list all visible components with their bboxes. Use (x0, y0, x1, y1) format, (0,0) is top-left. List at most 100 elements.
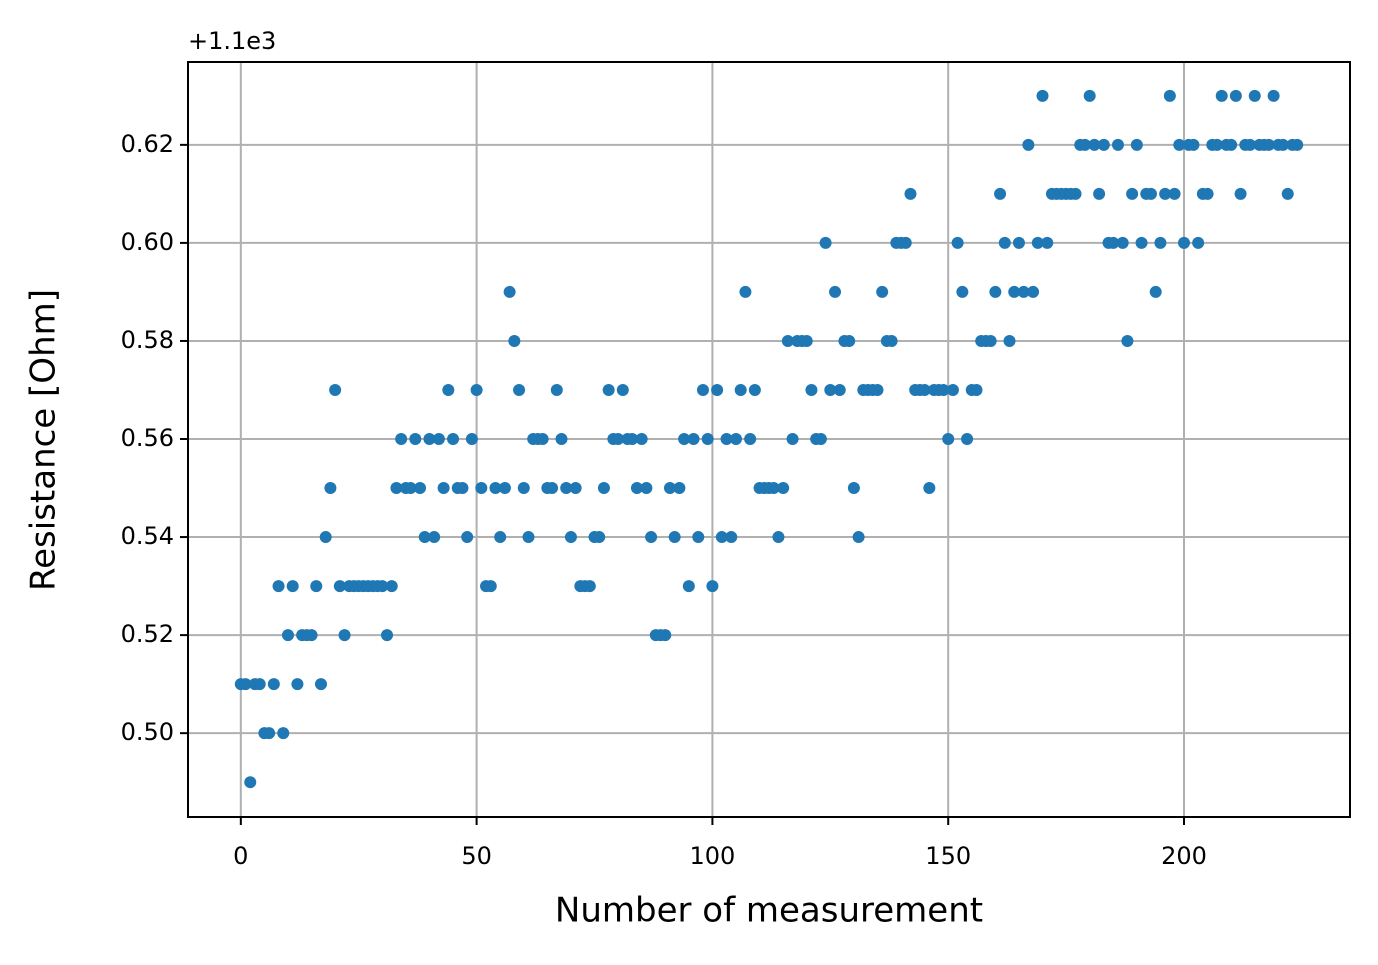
point (814, 433, 827, 446)
point (1248, 89, 1261, 102)
point (414, 482, 427, 495)
point (635, 433, 648, 446)
point (767, 482, 780, 495)
point (489, 482, 502, 495)
point (1168, 187, 1181, 200)
point (465, 433, 478, 446)
point (711, 383, 724, 396)
point (1097, 138, 1110, 151)
y-axis-label: Resistance [Ohm] (24, 289, 64, 591)
point (569, 482, 582, 495)
point (390, 482, 403, 495)
point (1291, 138, 1304, 151)
point (951, 236, 964, 249)
x-tick-label: 150 (925, 842, 971, 870)
point (692, 531, 705, 544)
point (1116, 236, 1129, 249)
point (1107, 236, 1120, 249)
point (1121, 334, 1134, 347)
point (291, 678, 304, 691)
point (555, 433, 568, 446)
point (918, 383, 931, 396)
point (1159, 187, 1172, 200)
x-tick-label: 200 (1161, 842, 1207, 870)
point (244, 776, 257, 789)
point (564, 531, 577, 544)
point (423, 433, 436, 446)
point (1078, 138, 1091, 151)
point (800, 334, 813, 347)
point (1267, 89, 1280, 102)
point (824, 383, 837, 396)
point (508, 334, 521, 347)
x-axis-label: Number of measurement (555, 891, 983, 931)
point (843, 334, 856, 347)
point (640, 482, 653, 495)
point (805, 383, 818, 396)
point (899, 236, 912, 249)
point (437, 482, 450, 495)
point (385, 580, 398, 593)
y-tick-label: 0.58 (121, 326, 174, 354)
point (470, 383, 483, 396)
point (833, 383, 846, 396)
plot-frame (187, 61, 1351, 818)
point (682, 580, 695, 593)
point (645, 531, 658, 544)
point (923, 482, 936, 495)
point (1281, 187, 1294, 200)
point (725, 531, 738, 544)
point (1277, 138, 1290, 151)
point (484, 580, 497, 593)
point (1163, 89, 1176, 102)
point (1126, 187, 1139, 200)
y-offset-label: +1.1e3 (188, 27, 276, 55)
point (715, 531, 728, 544)
point (852, 531, 865, 544)
point (263, 727, 276, 740)
point (536, 433, 549, 446)
point (734, 383, 747, 396)
point (1111, 138, 1124, 151)
point (1154, 236, 1167, 249)
point (522, 531, 535, 544)
point (1083, 89, 1096, 102)
point (781, 334, 794, 347)
y-tick-label: 0.52 (121, 620, 174, 648)
point (946, 383, 959, 396)
point (961, 433, 974, 446)
point (503, 285, 516, 298)
point (461, 531, 474, 544)
x-tick-label: 50 (461, 842, 492, 870)
point (706, 580, 719, 593)
point (546, 482, 559, 495)
point (673, 482, 686, 495)
point (267, 678, 280, 691)
point (281, 629, 294, 642)
point (1135, 236, 1148, 249)
point (593, 531, 606, 544)
point (989, 285, 1002, 298)
point (475, 482, 488, 495)
point (942, 433, 955, 446)
point (310, 580, 323, 593)
point (663, 482, 676, 495)
y-tick-label: 0.62 (121, 130, 174, 158)
point (659, 629, 672, 642)
point (970, 383, 983, 396)
point (277, 727, 290, 740)
point (1130, 138, 1143, 151)
y-tick-label: 0.54 (121, 522, 174, 550)
point (1178, 236, 1190, 249)
point (1041, 236, 1054, 249)
point (1173, 138, 1186, 151)
point (678, 433, 691, 446)
point (885, 334, 898, 347)
point (1088, 138, 1101, 151)
point (904, 187, 917, 200)
point (513, 383, 526, 396)
point (1234, 187, 1247, 200)
y-tick-label: 0.56 (121, 424, 174, 452)
point (1201, 187, 1214, 200)
